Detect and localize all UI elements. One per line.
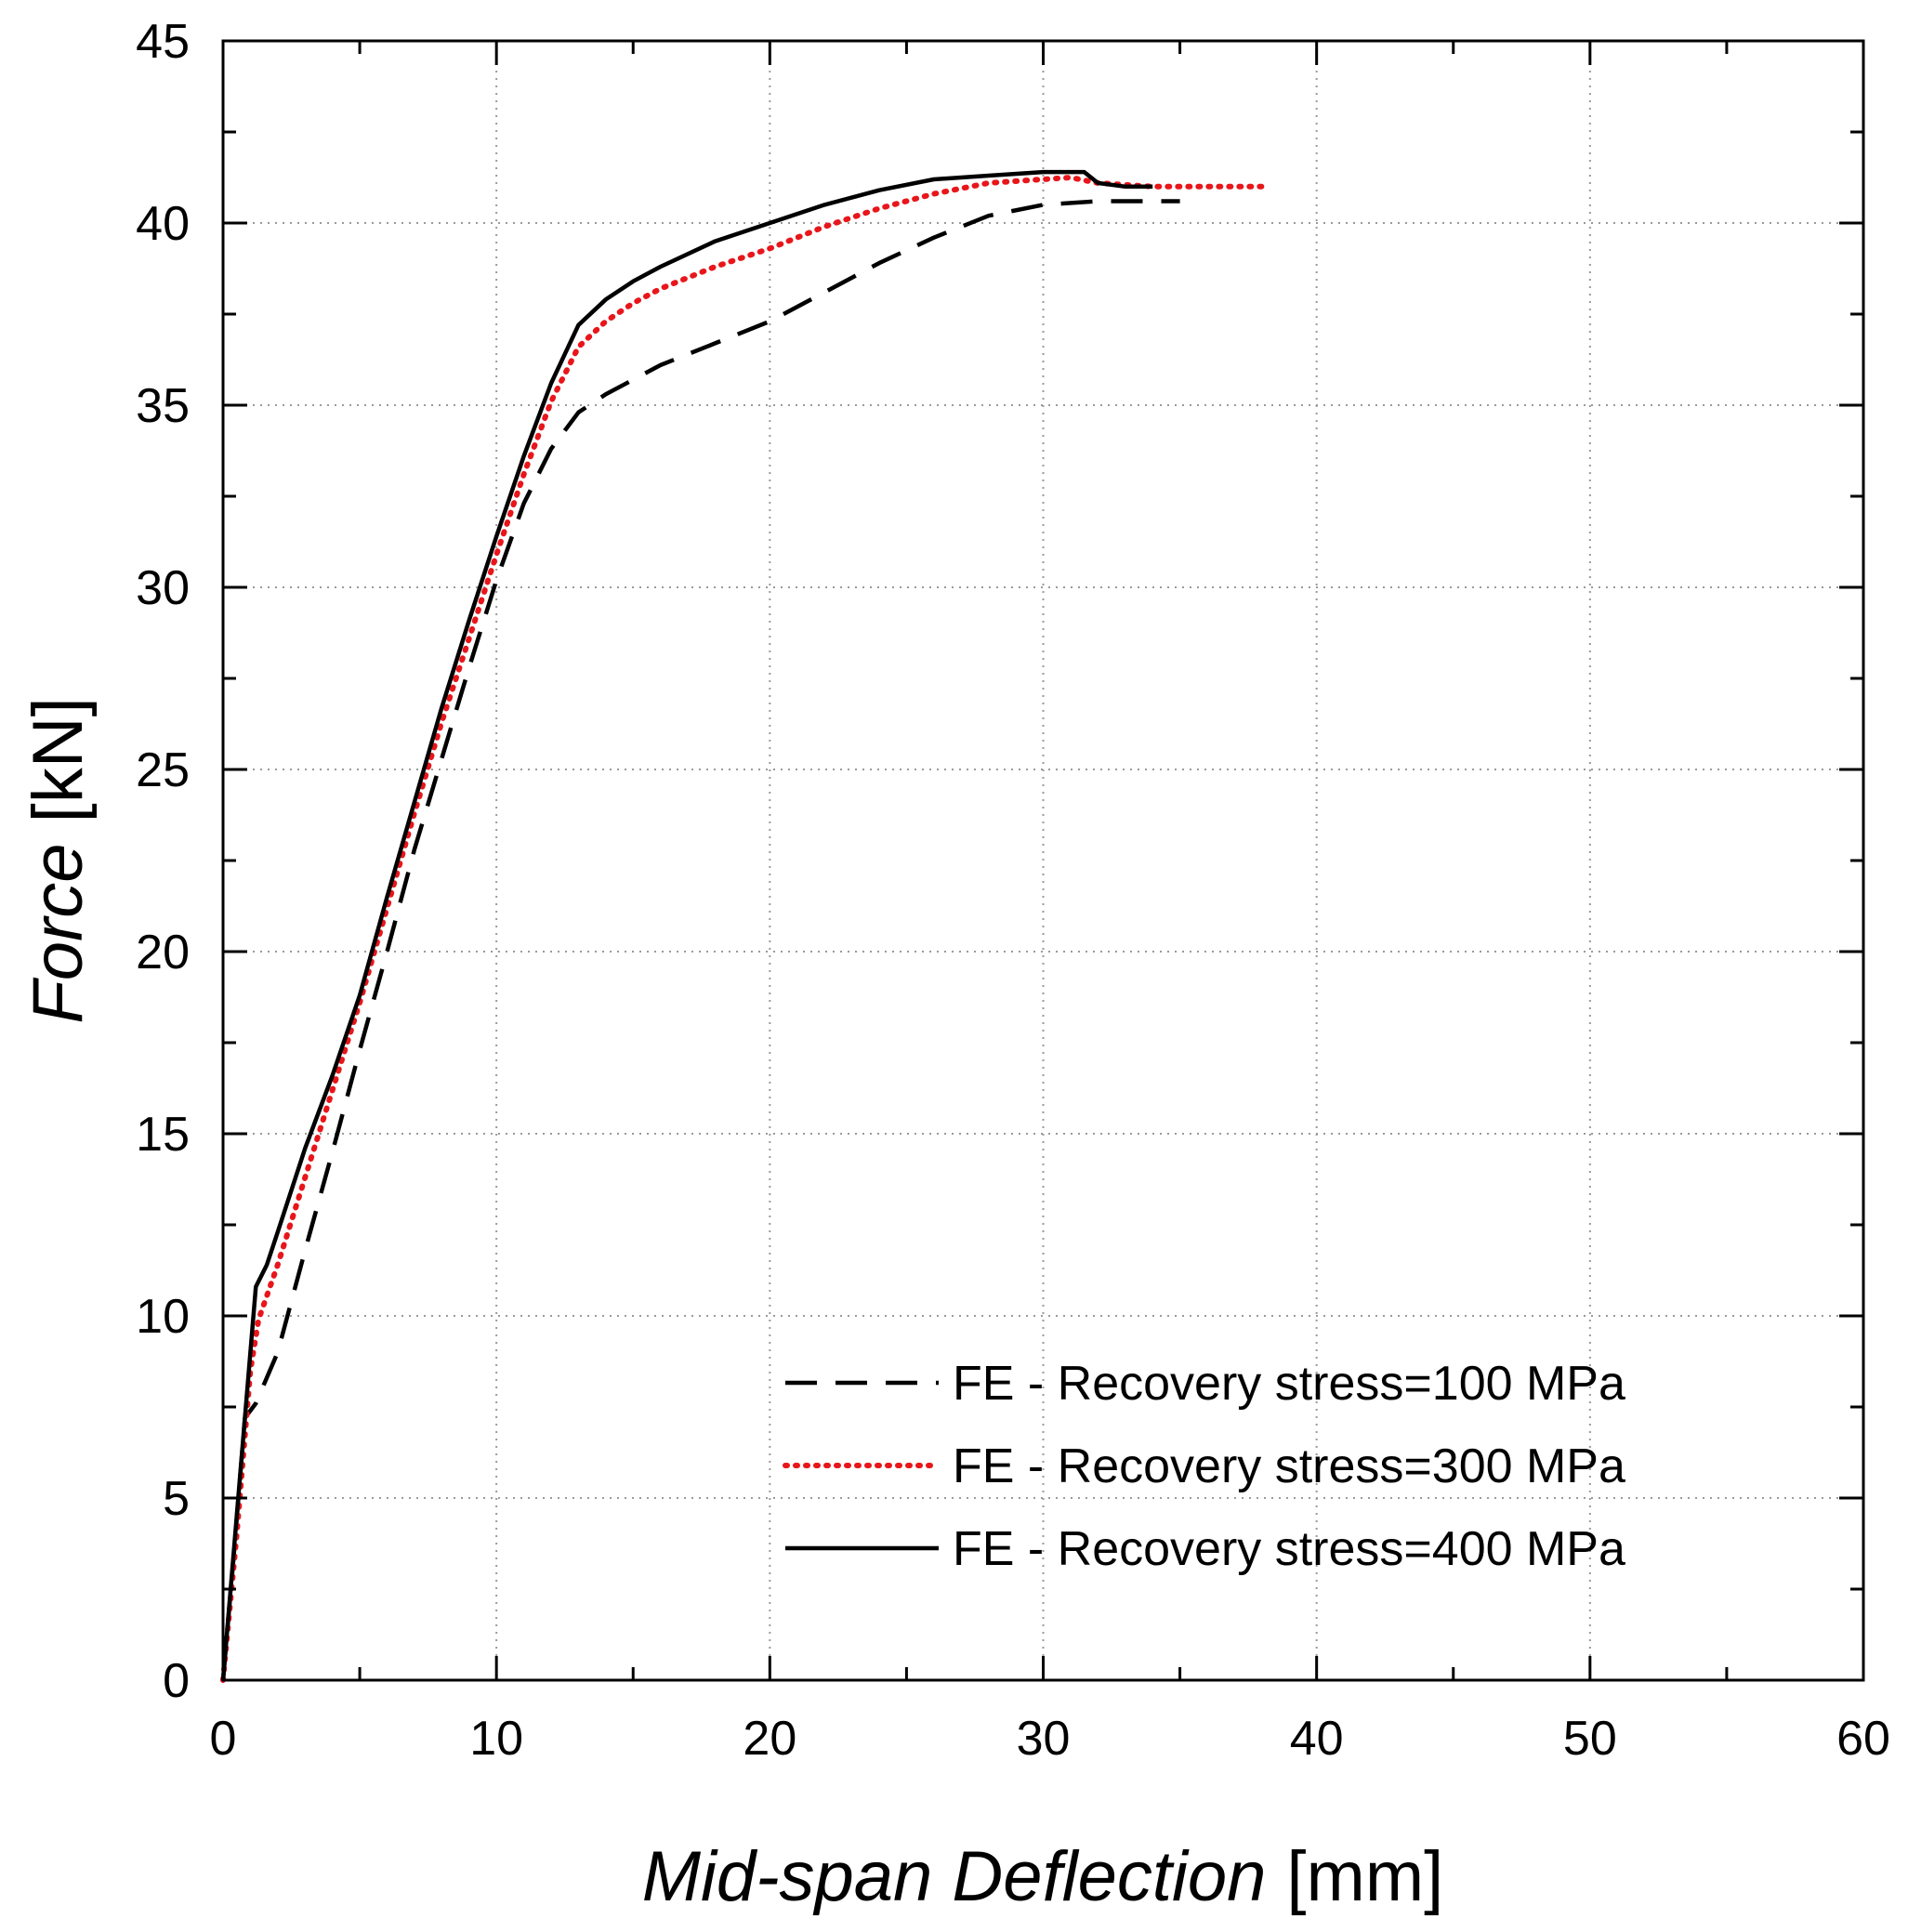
tick-layer bbox=[221, 39, 1865, 1682]
series-line-2 bbox=[220, 175, 1265, 1683]
x-axis-title: Mid-span Deflection [mm] bbox=[642, 1837, 1444, 1916]
y-tick-label: 0 bbox=[163, 1654, 190, 1708]
series-line-1 bbox=[220, 199, 1180, 1681]
x-tick-label: 10 bbox=[469, 1712, 523, 1766]
y-tick-label: 30 bbox=[136, 561, 190, 615]
x-tick-label: 20 bbox=[743, 1712, 796, 1766]
x-axis-title-unit: [mm] bbox=[1286, 1837, 1443, 1916]
y-tick-label: 25 bbox=[136, 743, 190, 797]
y-tick-label: 45 bbox=[136, 15, 190, 69]
x-tick-label: 30 bbox=[1017, 1712, 1071, 1766]
x-tick-label: 40 bbox=[1290, 1712, 1344, 1766]
series-line-3 bbox=[220, 169, 1153, 1681]
x-tick-label: 0 bbox=[210, 1712, 237, 1766]
label-layer: 0 10 20 30 40 50 60 0 5 10 15 20 25 30 35 40 45 bbox=[136, 15, 1890, 1766]
y-axis-title-italic: Force bbox=[19, 843, 98, 1023]
grid-layer bbox=[223, 41, 1863, 1680]
y-tick-label: 15 bbox=[136, 1108, 190, 1162]
y-axis-title: Force [kN] bbox=[19, 697, 98, 1023]
x-axis-title-italic: Mid-span Deflection bbox=[642, 1837, 1267, 1916]
legend-label-1: FE - Recovery stress=100 MPa bbox=[953, 1357, 1625, 1411]
legend-label-3: FE - Recovery stress=400 MPa bbox=[953, 1522, 1625, 1576]
y-axis-title-unit: [kN] bbox=[19, 697, 98, 822]
legend: FE - Recovery stress=100 MPa FE - Recover… bbox=[783, 1357, 1625, 1576]
legend-label-2: FE - Recovery stress=300 MPa bbox=[953, 1439, 1625, 1493]
y-tick-label: 40 bbox=[136, 197, 190, 251]
series-layer bbox=[220, 169, 1265, 1683]
y-tick-label: 35 bbox=[136, 379, 190, 433]
y-tick-label: 20 bbox=[136, 926, 190, 979]
x-tick-label: 60 bbox=[1836, 1712, 1890, 1766]
y-tick-label: 5 bbox=[163, 1472, 190, 1526]
y-tick-label: 10 bbox=[136, 1290, 190, 1344]
x-tick-label: 50 bbox=[1563, 1712, 1617, 1766]
